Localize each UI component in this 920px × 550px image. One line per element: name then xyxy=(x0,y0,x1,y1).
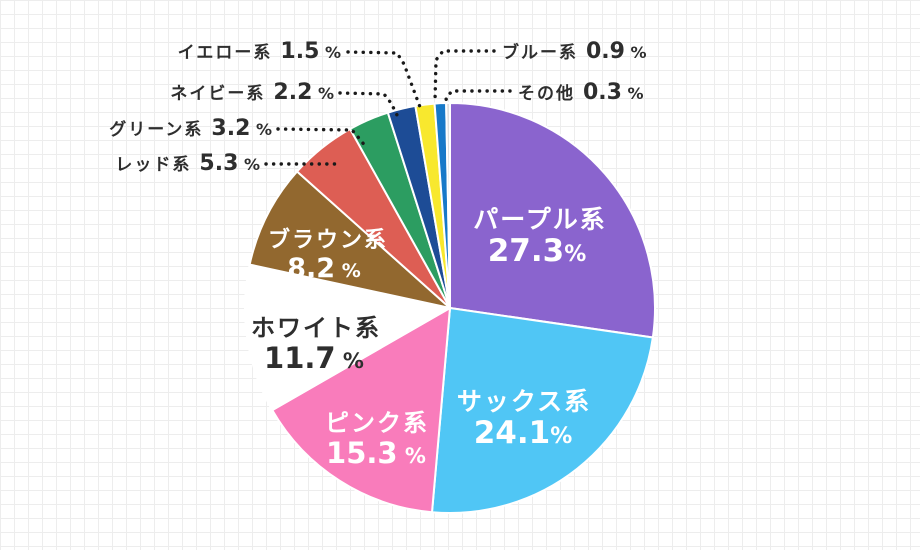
pie-slice-brown xyxy=(248,170,451,309)
leader-line-green xyxy=(276,127,368,149)
slice-label-purple: パープル系 xyxy=(473,205,607,234)
slice-label-blue: ブルー系 0.9 % xyxy=(502,39,647,64)
slice-label-pink: ピンク系 xyxy=(325,409,429,437)
leader-line-blue xyxy=(433,49,496,104)
slice-value-saxe: 24.1% xyxy=(474,415,573,451)
slice-label-yellow: イエロー系 1.5 % xyxy=(178,39,341,64)
slice-value-pink: 15.3 % xyxy=(326,436,426,470)
slice-label-red: レッド系 5.3 % xyxy=(115,151,260,176)
pie-slice-other xyxy=(445,102,451,309)
pie-slices xyxy=(244,102,656,514)
pie-slice-saxe xyxy=(430,307,654,514)
leader-line-other xyxy=(444,89,512,107)
pie-slice-pink xyxy=(271,307,451,514)
slice-value-white: 11.7 % xyxy=(264,341,364,375)
slice-label-green: グリーン系 3.2 % xyxy=(109,116,272,141)
slice-label-other: その他 0.3 % xyxy=(518,80,644,105)
slice-label-navy: ネイビー系 2.2 % xyxy=(170,80,334,105)
slice-label-white: ホワイト系 xyxy=(251,314,381,342)
leader-lines xyxy=(264,49,512,166)
pie-slice-white xyxy=(244,263,451,412)
leader-line-yellow xyxy=(346,50,422,109)
slice-label-saxe: サックス系 xyxy=(457,387,591,416)
pie-slice-purple xyxy=(449,102,656,339)
slice-value-purple: 27.3% xyxy=(488,233,587,269)
slice-label-brown: ブラウン系 xyxy=(268,227,388,253)
leader-line-navy xyxy=(338,91,401,121)
slice-value-brown: 8.2 % xyxy=(287,253,361,284)
